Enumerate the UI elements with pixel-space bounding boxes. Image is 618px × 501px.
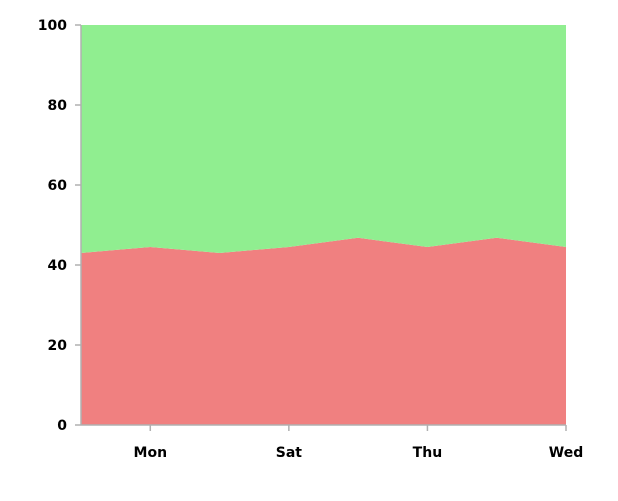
y-tick-label: 60 xyxy=(48,178,68,194)
x-tick-label: Sat xyxy=(276,445,303,461)
x-axis: Mon Sat Thu Wed xyxy=(81,424,583,461)
area-series-1 xyxy=(81,237,566,425)
y-tick-label: 20 xyxy=(48,338,68,354)
y-tick-label: 80 xyxy=(48,98,68,114)
y-tick-label: 0 xyxy=(57,418,67,434)
y-tick-label: 40 xyxy=(48,258,68,274)
x-tick-label: Mon xyxy=(134,445,168,461)
x-tick-label: Thu xyxy=(413,445,442,461)
y-tick-label: 100 xyxy=(38,18,67,34)
chart-areas xyxy=(81,25,566,425)
area-series-2 xyxy=(81,25,566,253)
x-tick-label: Wed xyxy=(549,445,583,461)
y-axis: 0 20 40 60 80 100 xyxy=(38,18,82,434)
